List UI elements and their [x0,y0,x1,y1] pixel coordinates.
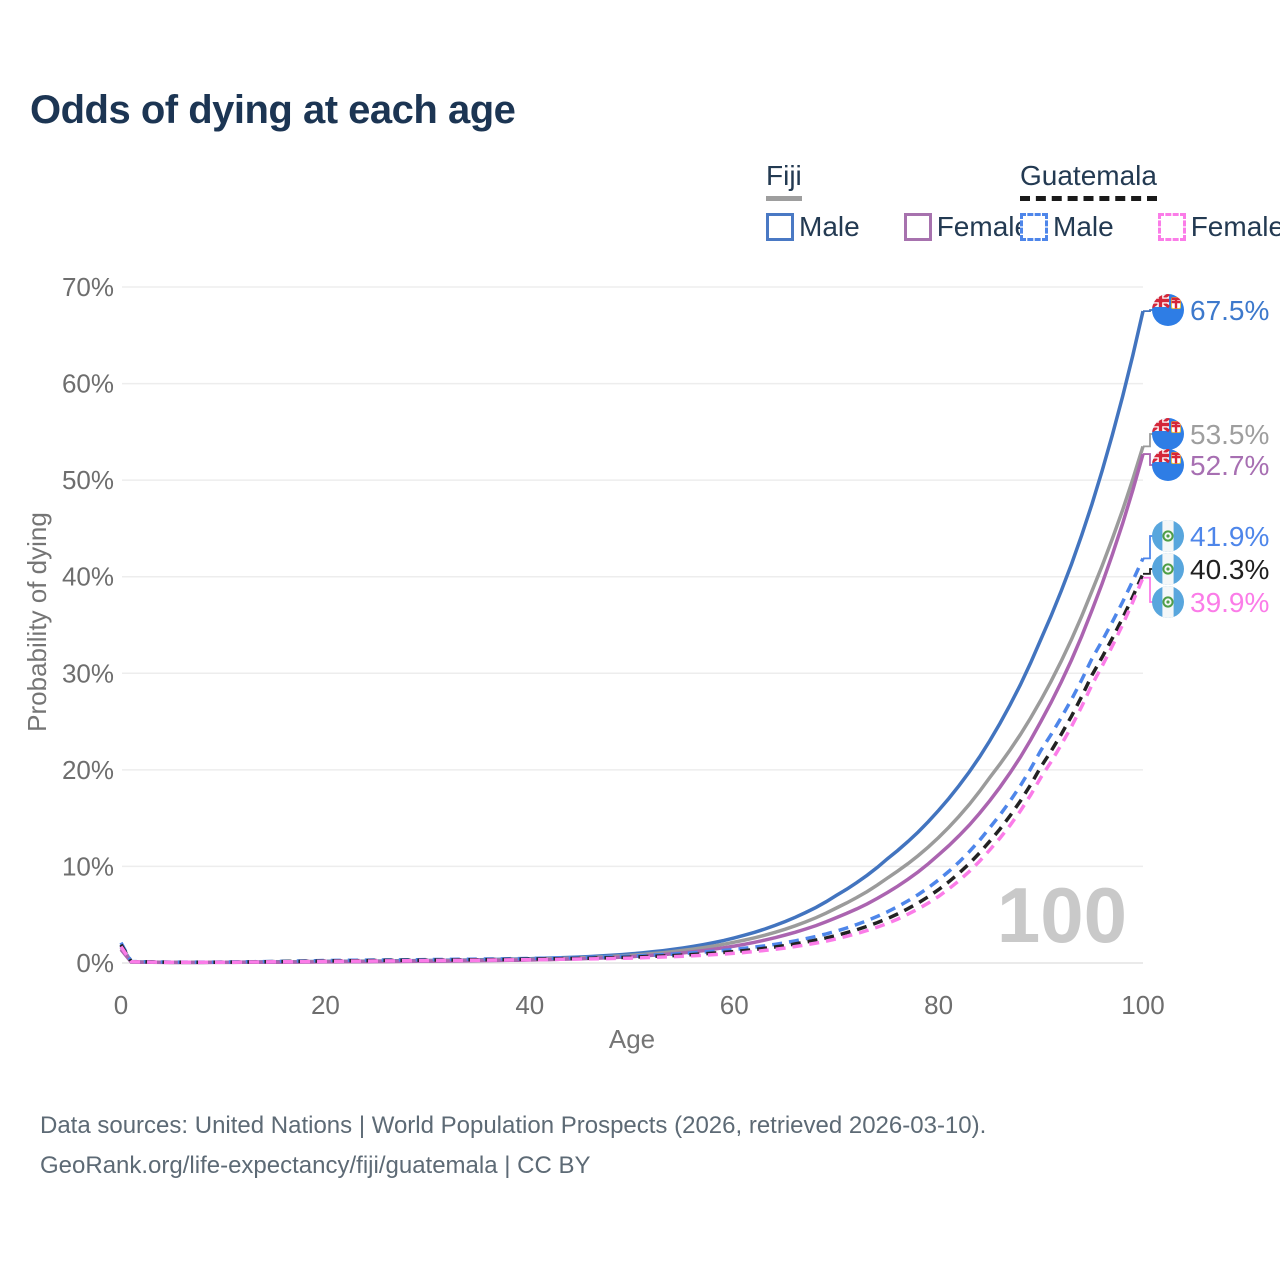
legend-country-guatemala[interactable]: Guatemala [1020,160,1157,201]
end-value-label-guatemala-female: 39.9% [1190,587,1269,618]
legend-group-guatemala: Guatemala Male Female [1020,160,1280,243]
page-title: Odds of dying at each age [30,88,516,132]
series-line-fiji-male[interactable] [119,310,1145,965]
legend-label-guatemala-male: Male [1053,211,1114,242]
x-tick-label: 40 [515,990,544,1020]
end-value-label-guatemala-male: 41.9% [1190,521,1269,552]
y-tick-label: 20% [62,755,114,785]
fiji-flag-icon [1152,418,1184,450]
x-tick-label: 60 [720,990,749,1020]
series-line-fiji-female[interactable] [119,453,1145,965]
legend-item-fiji-male[interactable]: Male [766,211,860,243]
data-sources-line2: GeoRank.org/life-expectancy/fiji/guatema… [40,1152,591,1179]
y-tick-label: 50% [62,465,114,495]
legend-label-fiji-female: Female [936,211,1031,242]
label-connector [1143,576,1154,603]
legend-country-fiji[interactable]: Fiji [766,160,802,201]
age-counter-watermark: 100 [997,871,1127,959]
series-line-guatemala-female[interactable] [119,577,1145,965]
y-tick-label: 60% [62,369,114,399]
fiji-flag-icon [1152,449,1184,481]
legend-item-fiji-female[interactable]: Female [903,211,1031,243]
legend-label-fiji-male: Male [799,211,860,242]
fiji-male-swatch-icon [766,213,794,241]
x-tick-label: 20 [311,990,340,1020]
guatemala-flag-icon [1152,520,1184,552]
guatemala-male-swatch-icon [1020,213,1048,241]
end-value-label-fiji-both: 53.5% [1190,419,1269,450]
y-tick-label: 0% [76,948,114,978]
end-value-label-guatemala-both: 40.3% [1190,554,1269,585]
series-line-fiji-both[interactable] [119,445,1145,965]
guatemala-flag-icon [1152,553,1184,585]
x-tick-label: 0 [114,990,128,1020]
series-line-guatemala-both[interactable] [119,573,1145,964]
label-connector [1143,535,1154,560]
legend-item-guatemala-female[interactable]: Female [1157,211,1280,243]
x-tick-label: 80 [924,990,953,1020]
x-tick-label: 100 [1121,990,1164,1020]
y-tick-label: 10% [62,851,114,881]
legend-group-fiji: Fiji Male Female [766,160,1030,243]
fiji-flag-icon [1152,294,1184,326]
x-axis-title: Age [609,1024,655,1054]
y-axis-title: Probability of dying [22,512,52,732]
data-sources-line1: Data sources: United Nations | World Pop… [40,1112,987,1139]
guatemala-flag-icon [1152,586,1184,618]
legend-item-guatemala-male[interactable]: Male [1020,211,1114,243]
end-value-label-fiji-female: 52.7% [1190,450,1269,481]
end-value-label-fiji-male: 67.5% [1190,295,1269,326]
legend: Fiji Male Female Guatemala Male [0,160,1280,243]
guatemala-female-swatch-icon [1157,213,1186,241]
legend-label-guatemala-female: Female [1190,211,1280,242]
y-tick-label: 30% [62,658,114,688]
y-tick-label: 40% [62,562,114,592]
y-tick-label: 70% [62,272,114,302]
fiji-female-swatch-icon [903,213,932,241]
series-line-guatemala-male[interactable] [119,557,1145,964]
data-sources: Data sources: United Nations | World Pop… [40,1106,986,1186]
